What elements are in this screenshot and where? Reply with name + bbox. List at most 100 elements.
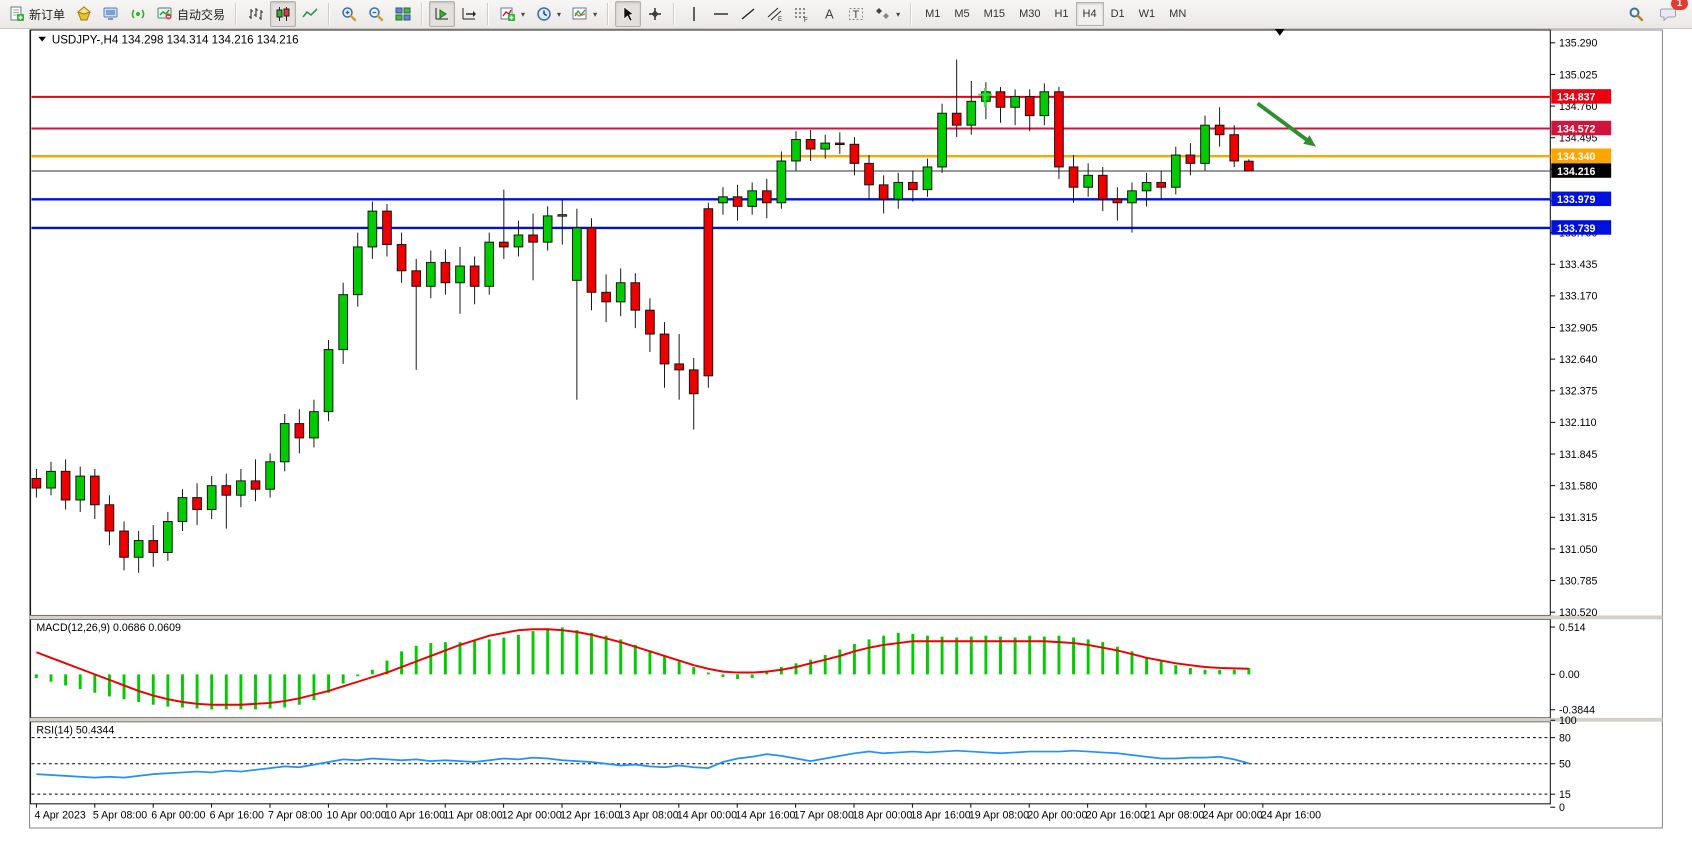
candle-body[interactable] (221, 485, 232, 496)
timeframe-w1-button[interactable]: W1 (1138, 8, 1156, 20)
candle-body[interactable] (893, 181, 904, 200)
candle-body[interactable] (367, 210, 378, 248)
candle-body[interactable] (1156, 181, 1167, 188)
timeframe-m15-button[interactable]: M15 (983, 8, 1006, 20)
candle-body[interactable] (542, 215, 553, 243)
candle-body[interactable] (31, 478, 42, 489)
candle-body[interactable] (294, 423, 305, 439)
candle-body[interactable] (776, 160, 787, 204)
tile-windows-button[interactable] (390, 1, 416, 27)
chart-bars-button[interactable] (243, 1, 269, 27)
rsi-panel[interactable] (30, 721, 1551, 805)
cursor-button[interactable] (615, 1, 642, 27)
text-button[interactable]: A (816, 1, 842, 27)
timeframe-h4-button[interactable]: H4 (1075, 2, 1104, 26)
candle-body[interactable] (499, 241, 509, 248)
chart-line-button[interactable] (297, 1, 323, 27)
panel-splitter[interactable] (29, 615, 1663, 620)
horizontal-line-button[interactable] (708, 1, 734, 27)
candle-body[interactable] (133, 540, 144, 558)
candle-body[interactable] (382, 210, 392, 246)
candle-body[interactable] (864, 162, 874, 186)
candle-body[interactable] (206, 485, 217, 511)
candle-body[interactable] (630, 282, 641, 311)
candle-body[interactable] (1083, 174, 1093, 188)
candle-body[interactable] (1039, 91, 1050, 117)
quotes-button[interactable] (71, 1, 97, 27)
search-icon[interactable] (1623, 1, 1649, 27)
candle-body[interactable] (703, 208, 714, 377)
candle-body[interactable] (1068, 166, 1079, 188)
candle-body[interactable] (1112, 198, 1123, 204)
candle-body[interactable] (659, 333, 670, 365)
candle-body[interactable] (1244, 160, 1254, 172)
templates-button[interactable]: ▾ (567, 1, 602, 27)
candle-body[interactable] (323, 349, 334, 413)
zoom-in-button[interactable] (336, 1, 362, 27)
candle-body[interactable] (104, 504, 115, 532)
candle-body[interactable] (484, 241, 495, 287)
usdjpy-h4-chart-canvas[interactable]: 135.290135.025134.760134.495134.230133.9… (0, 29, 1692, 856)
candle-body[interactable] (89, 475, 100, 506)
arrows-button[interactable]: ▾ (870, 1, 905, 27)
candle-body[interactable] (995, 91, 1006, 108)
candle-body[interactable] (572, 227, 582, 281)
candle-body[interactable] (937, 112, 947, 168)
candle-body[interactable] (396, 244, 407, 272)
candle-body[interactable] (1097, 174, 1108, 200)
candle-body[interactable] (177, 497, 188, 522)
candle-body[interactable] (1127, 190, 1137, 204)
candle-body[interactable] (601, 291, 611, 303)
candle-body[interactable] (688, 369, 699, 395)
black-top-marker[interactable] (1274, 29, 1285, 36)
notifications-chat-icon[interactable]: 1 (1655, 0, 1688, 27)
candle-body[interactable] (279, 423, 290, 463)
candle-body[interactable] (1214, 124, 1225, 136)
candle-body[interactable] (1200, 124, 1210, 164)
candle-body[interactable] (46, 470, 56, 489)
periods-button[interactable]: ▾ (531, 1, 566, 27)
lime-cross-marker[interactable] (978, 87, 992, 108)
candle-body[interactable] (732, 196, 743, 207)
zoom-out-button[interactable] (363, 1, 389, 27)
main-price-panel[interactable] (30, 29, 1551, 616)
candle-body[interactable] (455, 265, 465, 284)
candle-body[interactable] (163, 520, 173, 553)
candle-body[interactable] (75, 475, 86, 501)
candle-body[interactable] (747, 190, 758, 207)
candle-body[interactable] (1170, 154, 1181, 188)
candle-body[interactable] (1010, 96, 1020, 108)
candle-body[interactable] (557, 214, 568, 217)
candle-body[interactable] (236, 480, 246, 496)
green-down-arrow[interactable] (1256, 101, 1316, 147)
candle-body[interactable] (469, 265, 480, 287)
equidistant-channel-button[interactable]: E (762, 1, 788, 27)
auto-scroll-button[interactable] (429, 1, 456, 27)
candle-body[interactable] (615, 282, 626, 303)
candle-body[interactable] (791, 139, 801, 162)
symbol-dropdown-icon[interactable] (38, 36, 47, 42)
candle-body[interactable] (645, 309, 655, 335)
chart-candles-button[interactable] (270, 1, 297, 27)
candle-body[interactable] (1185, 154, 1196, 164)
candle-body[interactable] (192, 497, 202, 511)
indicators-button[interactable]: ▾ (495, 1, 530, 27)
candle-body[interactable] (119, 530, 129, 558)
fibonacci-button[interactable]: F (789, 1, 815, 27)
candle-body[interactable] (250, 480, 261, 490)
candle-body[interactable] (951, 112, 962, 126)
candle-body[interactable] (1229, 134, 1240, 162)
chart-shift-button[interactable] (456, 1, 482, 27)
signals-button[interactable] (125, 1, 151, 27)
candle-body[interactable] (805, 139, 816, 150)
timeframe-d1-button[interactable]: D1 (1110, 8, 1125, 20)
candle-body[interactable] (513, 234, 524, 248)
candle-body[interactable] (586, 227, 597, 293)
candle-body[interactable] (1054, 91, 1064, 168)
trendline-button[interactable] (735, 1, 761, 27)
timeframe-m1-button[interactable]: M1 (925, 8, 941, 20)
candle-body[interactable] (528, 234, 538, 243)
candle-body[interactable] (1141, 181, 1152, 192)
new-order-button[interactable]: 新订单 (4, 1, 70, 27)
candle-body[interactable] (674, 363, 684, 371)
